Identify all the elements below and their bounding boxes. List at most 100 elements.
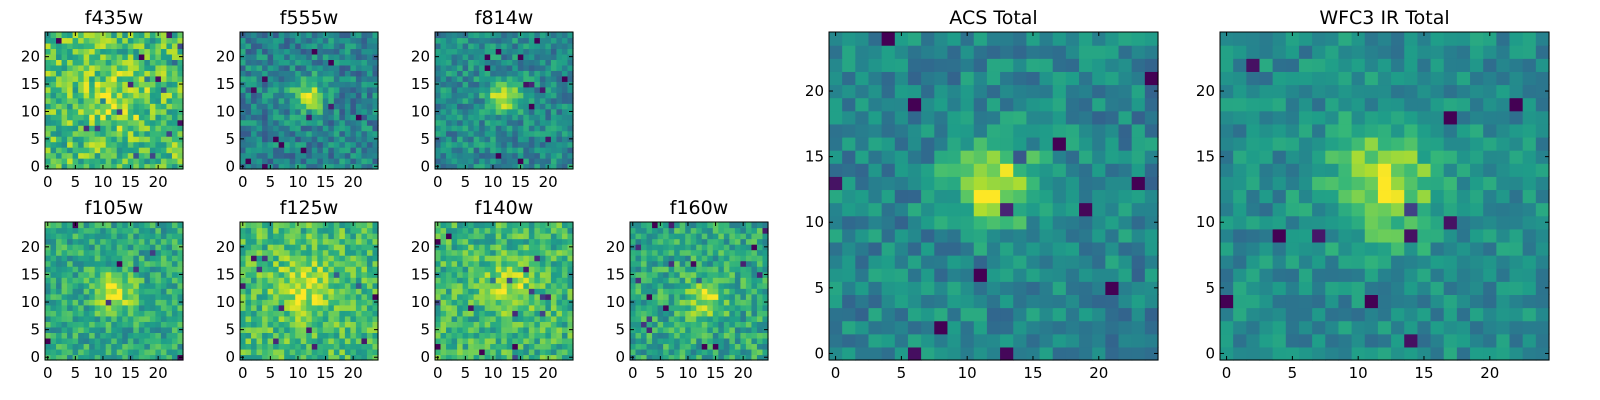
image-pixel [72,255,79,262]
image-pixel [517,310,524,317]
image-pixel [690,321,697,328]
image-pixel [149,238,156,245]
image-pixel [262,141,269,148]
image-pixel [284,42,291,50]
image-pixel [328,70,335,77]
image-pixel [1131,346,1146,361]
image-pixel [127,337,134,345]
image-pixel [160,315,168,322]
image-pixel [734,337,741,345]
image-pixel [539,125,546,132]
image-pixel [133,103,140,110]
image-pixel [171,158,179,165]
image-pixel [133,293,140,300]
image-pixel [501,332,508,339]
image-pixel [361,119,368,126]
image-pixel [127,277,134,284]
image-pixel [127,271,134,278]
image-pixel [894,307,909,322]
image-pixel [116,326,123,333]
image-pixel [646,244,653,251]
image-pixel [685,321,692,328]
image-pixel [138,282,145,289]
image-pixel [251,70,258,77]
image-pixel [116,315,123,322]
image-pixel [657,348,664,356]
image-pixel [528,310,535,317]
image-pixel [630,266,637,273]
image-pixel [712,244,719,251]
image-pixel [712,337,719,345]
image-pixel [751,337,758,345]
image-pixel [317,332,324,339]
image-pixel [67,244,74,251]
image-pixel [67,64,74,71]
image-pixel [350,92,357,99]
image-pixel [138,163,145,170]
image-pixel [262,32,269,39]
image-pixel [251,42,258,50]
image-pixel [333,354,340,361]
image-pixel [479,238,486,245]
image-pixel [361,326,368,333]
image-pixel [311,326,318,333]
image-pixel [567,310,574,317]
image-pixel [333,266,340,273]
image-pixel [473,266,480,273]
image-pixel [435,332,442,339]
image-pixel [663,332,670,339]
image-pixel [166,266,173,273]
image-pixel [166,64,173,71]
image-pixel [457,48,464,55]
image-pixel [105,59,112,66]
image-pixel [155,141,162,148]
image-pixel [50,299,57,306]
image-pixel [479,114,486,121]
image-pixel [561,32,569,39]
image-pixel [855,346,870,361]
image-pixel [122,332,129,339]
y-tick-label: 15 [216,75,235,93]
image-pixel [701,255,708,262]
image-pixel [561,108,569,115]
image-pixel [512,332,519,339]
image-pixel [149,86,156,93]
image-pixel [641,304,648,311]
image-pixel [100,70,107,77]
image-pixel [56,354,63,361]
image-pixel [372,310,379,317]
image-pixel [284,255,291,262]
image-pixel [1105,346,1120,361]
image-pixel [166,136,173,143]
image-pixel [517,48,524,55]
image-pixel [1131,320,1146,335]
image-pixel [462,288,469,295]
image-pixel [311,86,318,93]
x-tick-label: 5 [461,364,471,382]
image-pixel [171,271,179,278]
image-pixel [94,222,101,229]
image-pixel [322,92,329,99]
image-pixel [534,114,541,121]
image-pixel [273,163,280,170]
image-pixel [495,97,502,104]
image-pixel [133,271,140,278]
image-pixel [567,32,574,39]
image-pixel [300,136,307,143]
image-pixel [1144,215,1159,230]
image-pixel [1026,333,1041,348]
image-pixel [868,268,883,282]
image-pixel [149,337,156,345]
image-pixel [517,125,524,132]
image-pixel [907,320,922,335]
image-pixel [122,326,129,333]
image-pixel [1131,189,1146,204]
image-pixel [506,103,513,110]
image-pixel [451,108,458,115]
image-pixel [245,48,252,55]
image-pixel [512,53,519,60]
image-pixel [934,163,949,177]
image-pixel [894,294,909,309]
image-pixel [473,227,480,234]
image-pixel [561,136,569,143]
